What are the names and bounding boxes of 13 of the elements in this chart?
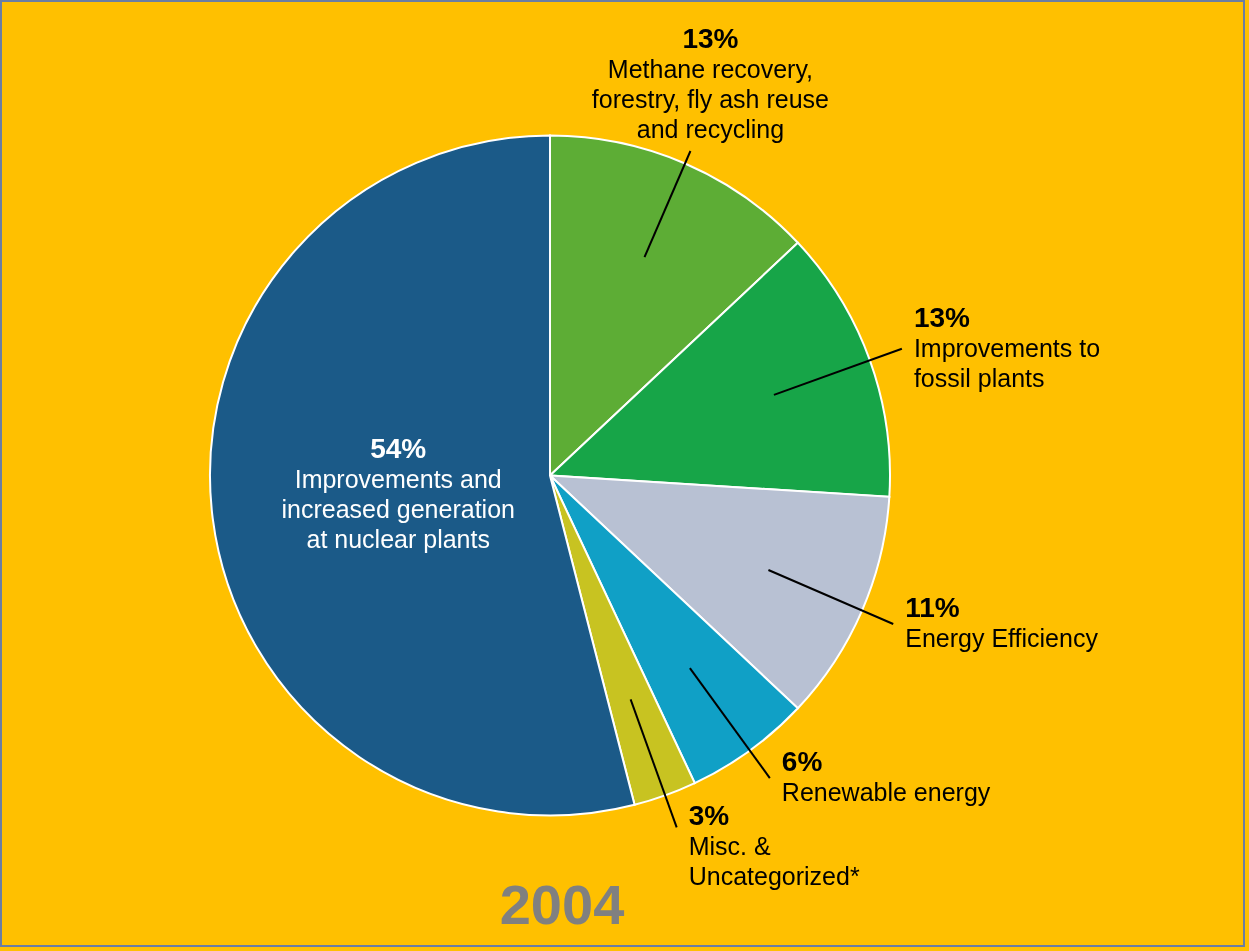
data-label: 54% xyxy=(370,432,427,464)
slice-label: Misc. & Uncategorized* xyxy=(688,832,860,891)
data-label: 13% xyxy=(682,22,739,54)
data-label: 6% xyxy=(781,746,823,778)
data-label: 3% xyxy=(688,800,730,832)
data-label: 11% xyxy=(905,592,960,624)
slice-label: Improvements and increased generation at nuclear plants xyxy=(281,464,515,553)
text: 2004 xyxy=(499,873,625,936)
slice-label: Energy Efficiency xyxy=(905,624,1099,653)
data-label: 13% xyxy=(913,301,971,333)
slice-label: Improvements to fossil plants xyxy=(913,333,1101,392)
slice-label: Renewable energy xyxy=(781,778,991,807)
slice-label: Methane recovery, forestry, fly ash reuse and recycling xyxy=(591,54,829,143)
